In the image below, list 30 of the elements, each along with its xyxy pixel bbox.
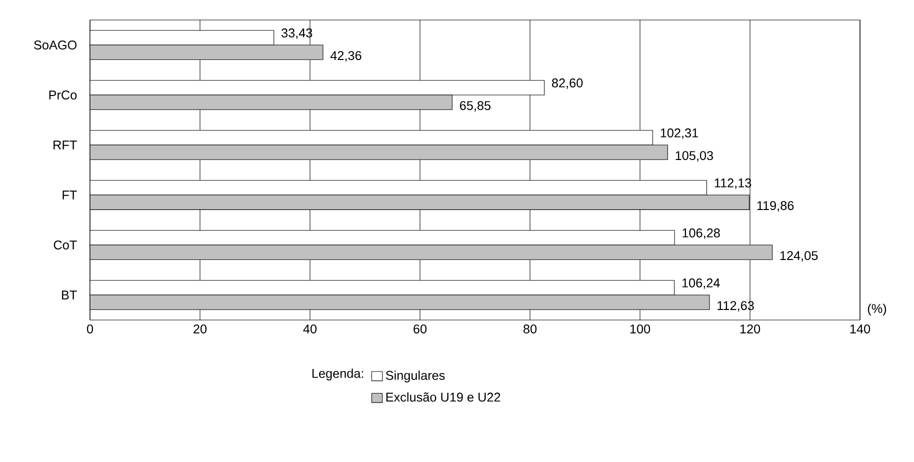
x-tick-label: 20: [194, 324, 207, 334]
legend-title: Legenda:: [312, 368, 364, 380]
y-tick-label: RFT: [54, 140, 77, 150]
x-tick-label: 40: [303, 324, 317, 334]
data-label: 82,60: [552, 78, 583, 89]
x-tick-label: 80: [524, 324, 537, 334]
y-tick-label: SoAGO: [34, 40, 77, 50]
data-label: 119,86: [757, 201, 794, 212]
y-tick-label: BT: [62, 290, 77, 300]
data-label: 112,13: [714, 178, 752, 189]
legend-label: Exclusão U19 e U22: [386, 392, 500, 402]
y-tick-label: CoT: [54, 240, 77, 250]
data-label: 33,43: [282, 28, 312, 39]
data-label: 42,36: [330, 51, 362, 62]
data-label: 106,24: [682, 278, 720, 289]
x-tick-label: 60: [414, 324, 427, 334]
data-label: 105,03: [676, 151, 713, 162]
x-tick-label: 0: [86, 324, 94, 334]
x-tick-label: 120: [740, 324, 760, 334]
legend-label: Singulares: [386, 370, 445, 382]
x-axis-title: (%): [868, 304, 886, 316]
y-tick-label: PrCo: [49, 90, 77, 100]
data-label: 124,05: [780, 251, 818, 262]
data-label: 65,85: [460, 101, 491, 112]
x-tick-label: 100: [630, 324, 650, 334]
data-label: 106,28: [682, 228, 720, 239]
y-tick-label: FT: [62, 190, 77, 200]
data-label: 102,31: [660, 128, 698, 139]
x-tick-label: 140: [850, 324, 870, 334]
data-label: 112,63: [718, 301, 754, 312]
